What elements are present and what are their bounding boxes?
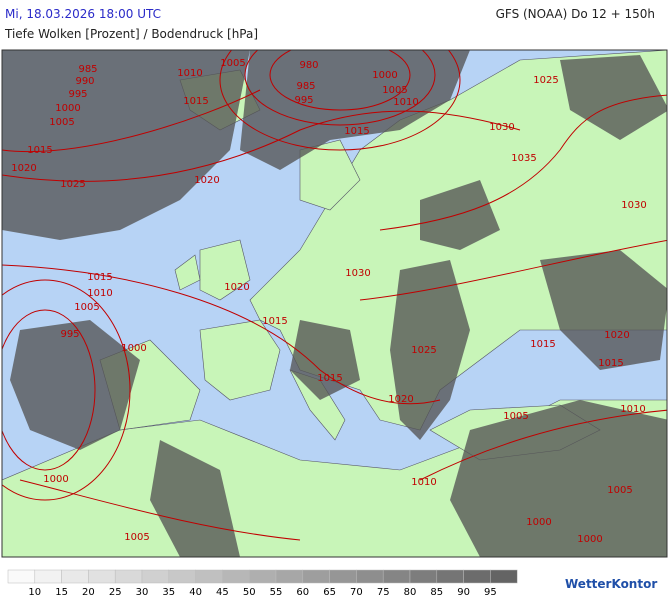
isobar-label: 1020 bbox=[194, 175, 219, 186]
isobar-label: 1030 bbox=[489, 122, 514, 133]
isobar-label: 1015 bbox=[262, 316, 287, 327]
isobar-label: 1000 bbox=[55, 103, 80, 114]
isobar-label: 1000 bbox=[121, 343, 146, 354]
isobar-label: 1005 bbox=[382, 85, 407, 96]
isobar-label: 1015 bbox=[317, 373, 342, 384]
isobar-label: 985 bbox=[78, 64, 97, 75]
clouds bbox=[2, 50, 667, 557]
isobar-label: 1010 bbox=[393, 97, 418, 108]
isobar-label: 1015 bbox=[27, 145, 52, 156]
isobar-label: 1015 bbox=[598, 358, 623, 369]
isobar-labels: 9859909951000100510101005101598098599510… bbox=[11, 58, 646, 545]
legend-label: 80 bbox=[404, 587, 417, 598]
isobar-label: 1015 bbox=[183, 96, 208, 107]
legend-label: 65 bbox=[323, 587, 336, 598]
isobar-label: 980 bbox=[299, 60, 318, 71]
isobar-label: 1010 bbox=[411, 477, 436, 488]
legend-label: 35 bbox=[162, 587, 175, 598]
isobar-label: 1005 bbox=[220, 58, 245, 69]
legend-label: 40 bbox=[189, 587, 202, 598]
legend-label: 20 bbox=[82, 587, 95, 598]
isobar-label: 1020 bbox=[11, 163, 36, 174]
legend-swatch bbox=[222, 569, 250, 584]
legend-swatch bbox=[463, 569, 491, 584]
legend-swatch bbox=[168, 569, 196, 584]
isobar-label: 1000 bbox=[43, 474, 68, 485]
isobar-label: 1010 bbox=[87, 288, 112, 299]
legend-label: 10 bbox=[28, 587, 41, 598]
isobar-label: 1020 bbox=[388, 394, 413, 405]
isobar-label: 1000 bbox=[526, 517, 551, 528]
legend-label: 50 bbox=[243, 587, 256, 598]
legend: 10 15 20 25 30 35 40 45 50 55 60 65 70 75 80 85 90 95 bbox=[7, 569, 518, 598]
isobar-label: 1025 bbox=[533, 75, 558, 86]
legend-label: 25 bbox=[109, 587, 122, 598]
legend-label: 55 bbox=[270, 587, 283, 598]
isobar-label: 1015 bbox=[344, 126, 369, 137]
isobar-label: 995 bbox=[68, 89, 87, 100]
legend-label: 45 bbox=[216, 587, 229, 598]
isobar-label: 995 bbox=[294, 95, 313, 106]
legend-swatch bbox=[409, 569, 438, 584]
isobars bbox=[2, 50, 667, 541]
isobar-label: 1015 bbox=[87, 272, 112, 283]
isobar-label: 995 bbox=[60, 329, 79, 340]
legend-label: 75 bbox=[377, 587, 390, 598]
isobar-label: 1015 bbox=[530, 339, 555, 350]
isobar-label: 1030 bbox=[621, 200, 646, 211]
legend-label: 30 bbox=[136, 587, 149, 598]
model-run: GFS (NOAA) Do 12 + 150h bbox=[496, 7, 655, 21]
legend-label: 90 bbox=[457, 587, 470, 598]
legend-swatch bbox=[329, 569, 357, 584]
isobar-label: 990 bbox=[75, 76, 94, 87]
legend-label: 70 bbox=[350, 587, 363, 598]
isobar-label: 1010 bbox=[620, 404, 645, 415]
isobar-label: 1005 bbox=[124, 532, 149, 543]
subtitle: Tiefe Wolken [Prozent] / Bodendruck [hPa… bbox=[4, 27, 258, 41]
legend-label: 95 bbox=[484, 587, 497, 598]
isobar-label: 1010 bbox=[177, 68, 202, 79]
legend-swatch bbox=[248, 569, 277, 584]
isobar-label: 1000 bbox=[577, 534, 602, 545]
legend-swatch bbox=[141, 569, 170, 584]
isobar-label: 985 bbox=[296, 81, 315, 92]
legend-swatch bbox=[7, 569, 36, 584]
legend-swatch bbox=[490, 569, 518, 584]
isobar-label: 1035 bbox=[511, 153, 536, 164]
legend-swatch bbox=[61, 569, 89, 584]
brand: WetterKontor bbox=[565, 577, 657, 591]
isobar-label: 1025 bbox=[411, 345, 436, 356]
isobar-label: 1025 bbox=[60, 179, 85, 190]
legend-swatch bbox=[436, 569, 464, 584]
legend-swatch bbox=[302, 569, 330, 584]
legend-swatch bbox=[88, 569, 116, 584]
isobar-label: 1020 bbox=[224, 282, 249, 293]
legend-swatch bbox=[382, 569, 411, 584]
legend-label: 85 bbox=[430, 587, 443, 598]
isobar-label: 1020 bbox=[604, 330, 629, 341]
legend-swatch bbox=[195, 569, 223, 584]
datetime: Mi, 18.03.2026 18:00 UTC bbox=[5, 7, 161, 21]
isobar-label: 1005 bbox=[503, 411, 528, 422]
legend-swatch bbox=[275, 569, 304, 584]
isobar-label: 1005 bbox=[49, 117, 74, 128]
legend-label: 15 bbox=[55, 587, 68, 598]
isobar-label: 1005 bbox=[607, 485, 632, 496]
map: 9859909951000100510101005101598098599510… bbox=[1, 49, 668, 558]
map-frame bbox=[1, 49, 668, 558]
legend-swatch bbox=[34, 569, 62, 584]
legend-swatch bbox=[356, 569, 384, 584]
isobar-label: 1030 bbox=[345, 268, 370, 279]
legend-swatch bbox=[114, 569, 143, 584]
isobar-label: 1005 bbox=[74, 302, 99, 313]
isobar-label: 1000 bbox=[372, 70, 397, 81]
legend-label: 60 bbox=[296, 587, 309, 598]
